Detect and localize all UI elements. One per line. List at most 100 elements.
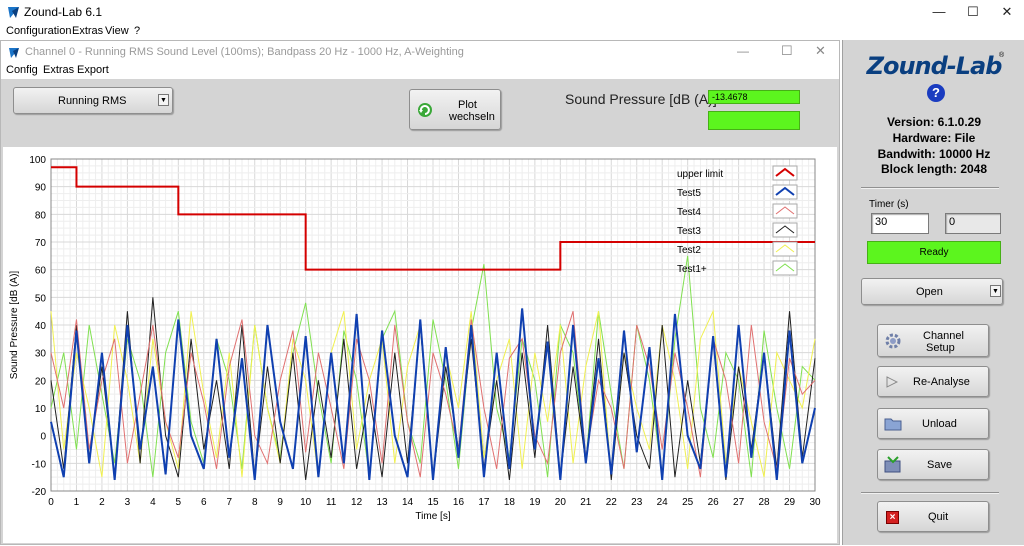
channel-setup-button[interactable]: Channel Setup xyxy=(877,324,989,357)
reanalyse-label: Re-Analyse xyxy=(913,376,970,388)
quit-button[interactable]: × Quit xyxy=(877,501,989,532)
x-tick-label: 7 xyxy=(226,497,232,508)
x-axis-label: Time [s] xyxy=(415,511,450,522)
y-tick-label: -20 xyxy=(32,487,47,498)
channel-setup-label-1: Channel xyxy=(923,330,964,342)
legend-label: upper limit xyxy=(677,169,723,180)
channel-window: Channel 0 - Running RMS Sound Level (100… xyxy=(0,40,840,545)
help-icon[interactable]: ? xyxy=(927,84,945,102)
sound-pressure-value: -13.4678 xyxy=(708,90,800,104)
refresh-arrow-icon xyxy=(418,103,432,117)
menu-view[interactable]: View xyxy=(105,25,129,37)
x-tick-label: 10 xyxy=(300,497,312,508)
x-tick-label: 22 xyxy=(606,497,618,508)
quit-label: Quit xyxy=(928,511,949,523)
legend-swatch xyxy=(775,206,795,215)
open-button-label: Open xyxy=(916,286,943,298)
channel-close-button[interactable]: ✕ xyxy=(815,43,826,58)
menu-config[interactable]: Config xyxy=(6,64,38,76)
menu-help[interactable]: ? xyxy=(134,25,141,37)
unload-label: Unload xyxy=(922,418,957,430)
x-tick-label: 14 xyxy=(402,497,414,508)
x-tick-label: 18 xyxy=(504,497,516,508)
y-tick-label: 90 xyxy=(35,183,47,194)
folder-icon xyxy=(884,418,902,431)
legend-label: Test5 xyxy=(677,188,701,199)
x-tick-label: 21 xyxy=(580,497,592,508)
y-axis-label: Sound Pressure [dB (A)] xyxy=(9,271,20,380)
legend-swatch-box xyxy=(772,165,798,181)
series-line-test1- xyxy=(50,255,816,478)
legend-swatch xyxy=(775,263,795,272)
open-button[interactable]: Open ▼ xyxy=(861,278,1003,305)
chevron-down-icon: ▼ xyxy=(990,285,1001,297)
legend-swatch xyxy=(775,244,795,253)
menu-channel-extras[interactable]: Extras xyxy=(43,64,75,76)
logo-text: Zound-Lab xyxy=(866,52,1003,80)
x-tick-label: 23 xyxy=(631,497,643,508)
channel-window-title-bar: Channel 0 - Running RMS Sound Level (100… xyxy=(1,41,839,63)
x-tick-label: 20 xyxy=(555,497,567,508)
y-tick-label: 50 xyxy=(35,293,47,304)
gear-icon xyxy=(885,333,901,349)
x-tick-label: 13 xyxy=(377,497,389,508)
close-button[interactable]: ✕ xyxy=(1001,4,1013,19)
channel-window-title: Channel 0 - Running RMS Sound Level (100… xyxy=(25,46,464,58)
legend-swatch-box xyxy=(772,184,798,200)
y-tick-label: -10 xyxy=(32,459,47,470)
save-disk-icon xyxy=(884,456,901,473)
y-tick-label: 60 xyxy=(35,266,47,277)
plot-switch-button[interactable]: Plot wechseln xyxy=(409,89,501,130)
zoundlab-logo: Zound-Lab ® xyxy=(865,52,1005,84)
y-tick-label: 100 xyxy=(29,155,46,166)
x-tick-label: 26 xyxy=(708,497,720,508)
divider xyxy=(861,492,999,494)
legend-swatch-box xyxy=(772,203,798,219)
save-label: Save xyxy=(927,459,953,471)
sound-pressure-bar xyxy=(708,111,800,130)
x-tick-label: 29 xyxy=(784,497,796,508)
mode-select-value: Running RMS xyxy=(58,95,127,107)
y-tick-label: 70 xyxy=(35,238,47,249)
legend-label: Test3 xyxy=(677,226,701,237)
version-text: Version: 6.1.0.29 xyxy=(886,115,982,129)
unload-button[interactable]: Unload xyxy=(877,408,989,439)
channel-logo-icon xyxy=(9,48,19,58)
menu-export[interactable]: Export xyxy=(77,64,109,76)
maximize-button[interactable]: ☐ xyxy=(967,4,979,19)
x-tick-label: 4 xyxy=(150,497,156,508)
close-x-icon: × xyxy=(886,511,899,524)
reanalyse-button[interactable]: Re-Analyse xyxy=(877,366,989,397)
x-tick-label: 25 xyxy=(682,497,694,508)
x-tick-label: 5 xyxy=(176,497,182,508)
y-tick-label: 20 xyxy=(35,376,47,387)
plot-frame xyxy=(50,158,816,492)
right-panel: Zound-Lab ® ? Version: 6.1.0.29 Hardware… xyxy=(842,40,1024,545)
legend-label: Test1+ xyxy=(677,264,707,275)
channel-setup-label-2: Setup xyxy=(926,342,955,354)
sound-pressure-chart[interactable]: 0 1 2 3 4 5 6 7 8 9 10 11 12 13 14 15 16 17 18 19 20 21 22 23 24… xyxy=(3,147,837,543)
legend-label: Test2 xyxy=(677,245,701,256)
channel-minimize-button[interactable]: — xyxy=(737,44,749,58)
app-menu-bar: Configuration Extras View ? xyxy=(0,24,1024,40)
registered-mark-icon: ® xyxy=(999,52,1005,59)
app-logo-icon xyxy=(8,7,19,18)
app-title-bar: Zound-Lab 6.1 — ☐ ✕ xyxy=(0,0,1024,24)
x-tick-label: 1 xyxy=(74,497,80,508)
sound-pressure-label: Sound Pressure [dB (A)] xyxy=(565,91,717,107)
mode-select[interactable]: Running RMS ▼ xyxy=(13,87,173,114)
y-tick-label: 30 xyxy=(35,349,47,360)
timer-input[interactable]: 30 xyxy=(871,213,929,234)
plot-switch-label-1: Plot xyxy=(458,99,477,111)
chevron-down-icon: ▼ xyxy=(158,94,169,106)
x-tick-label: 3 xyxy=(125,497,131,508)
legend-swatch xyxy=(775,225,795,234)
minimize-button[interactable]: — xyxy=(932,4,946,19)
x-tick-label: 19 xyxy=(529,497,541,508)
channel-maximize-button[interactable]: ☐ xyxy=(781,43,793,58)
menu-extras[interactable]: Extras xyxy=(72,25,104,37)
menu-configuration[interactable]: Configuration xyxy=(6,25,72,37)
plot-area[interactable]: 0 1 2 3 4 5 6 7 8 9 10 11 12 13 14 15 16 17 18 19 20 21 22 23 24… xyxy=(3,147,837,543)
save-button[interactable]: Save xyxy=(877,449,989,480)
plot-switch-label-2: wechseln xyxy=(449,111,495,123)
